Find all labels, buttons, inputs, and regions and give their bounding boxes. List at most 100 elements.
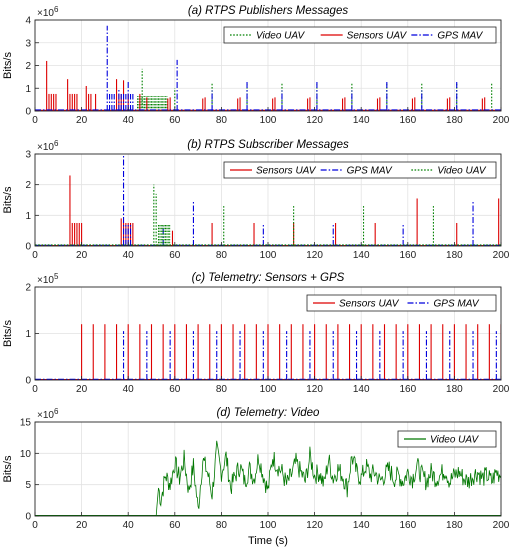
y-tick-label: 10 <box>20 449 32 460</box>
legend-label: Sensors UAV <box>347 31 408 42</box>
x-tick-label: 160 <box>399 115 416 126</box>
y-axis-label: Bits/s <box>2 186 14 213</box>
y-tick-label: 1 <box>25 329 31 340</box>
x-tick-label: 140 <box>353 520 370 531</box>
y-multiplier-exponent: 5 <box>54 272 59 281</box>
x-tick-label: 200 <box>493 520 510 531</box>
plot-area <box>35 25 501 111</box>
x-tick-label: 60 <box>169 384 181 395</box>
x-tick-label: 20 <box>76 384 88 395</box>
y-multiplier-exponent: 6 <box>54 5 59 14</box>
x-tick-label: 80 <box>216 115 228 126</box>
x-tick-label: 40 <box>123 115 135 126</box>
y-tick-label: 3 <box>25 150 31 161</box>
x-tick-label: 20 <box>76 520 88 531</box>
y-multiplier-base: ×10 <box>37 410 54 421</box>
legend-label: GPS MAV <box>347 166 393 177</box>
x-tick-label: 160 <box>399 250 416 261</box>
panel-d: 0 20 40 60 80 100 120 140 160 180 200 0 5 10 15 ×106 (d)… <box>2 407 510 547</box>
x-tick-label: 60 <box>169 250 181 261</box>
y-multiplier-base: ×10 <box>37 142 54 153</box>
x-tick-label: 60 <box>169 115 181 126</box>
panel-title: (c) Telemetry: Sensors + GPS <box>192 272 345 284</box>
x-tick-label: 0 <box>32 384 38 395</box>
y-tick-label: 0 <box>25 512 31 523</box>
x-tick-label: 140 <box>353 115 370 126</box>
x-tick-label: 160 <box>399 520 416 531</box>
x-tick-label: 20 <box>76 115 88 126</box>
legend-box <box>306 294 497 312</box>
y-tick-label: 1 <box>25 84 31 95</box>
legend-label: Sensors UAV <box>256 166 317 177</box>
series-gps-mav <box>35 331 501 380</box>
y-tick-label: 3 <box>25 38 31 49</box>
legend: Sensors UAV GPS MAV <box>306 294 497 312</box>
legend-label: Video UAV <box>437 166 487 177</box>
legend-box <box>223 161 497 179</box>
panel-b: 0 20 40 60 80 100 120 140 160 180 200 0 1 2 3 ×106 (b) R… <box>2 139 510 261</box>
y-multiplier-exponent: 6 <box>54 139 59 148</box>
x-tick-label: 0 <box>32 250 38 261</box>
x-tick-label: 80 <box>216 250 228 261</box>
legend-label: Video UAV <box>256 31 306 42</box>
plot-area <box>35 324 501 380</box>
x-tick-label: 180 <box>446 520 463 531</box>
y-tick-label: 15 <box>20 418 32 429</box>
x-tick-label: 140 <box>353 250 370 261</box>
data-trace <box>35 440 501 516</box>
legend-label: GPS MAV <box>437 31 483 42</box>
x-tick-label: 40 <box>123 520 135 531</box>
y-tick-label: 2 <box>25 180 31 191</box>
legend: Video UAV Sensors UAV GPS MAV <box>223 26 497 44</box>
y-tick-label: 4 <box>25 16 31 27</box>
x-tick-label: 80 <box>216 384 228 395</box>
y-axis-label: Bits/s <box>2 52 14 79</box>
x-tick-label: 200 <box>493 115 510 126</box>
legend: Sensors UAV GPS MAV Video UAV <box>223 161 497 179</box>
x-tick-label: 100 <box>260 115 277 126</box>
series-video-uav <box>35 184 501 246</box>
x-axis-label: Time (s) <box>248 535 288 547</box>
legend-box <box>223 26 497 44</box>
y-multiplier: ×106 <box>37 139 59 153</box>
x-tick-label: 200 <box>493 250 510 261</box>
legend-label: Video UAV <box>430 435 480 446</box>
y-tick-label: 2 <box>25 283 31 294</box>
x-tick-label: 100 <box>260 520 277 531</box>
x-tick-label: 20 <box>76 250 88 261</box>
x-tick-label: 100 <box>260 384 277 395</box>
panel-title: (d) Telemetry: Video <box>217 407 321 419</box>
x-tick-label: 180 <box>446 384 463 395</box>
y-multiplier-base: ×10 <box>37 275 54 286</box>
x-tick-label: 120 <box>306 250 323 261</box>
series-sensors-uav <box>35 324 501 380</box>
x-tick-label: 40 <box>123 250 135 261</box>
x-tick-label: 0 <box>32 520 38 531</box>
legend-label: GPS MAV <box>434 299 480 310</box>
x-tick-label: 160 <box>399 384 416 395</box>
y-multiplier-base: ×10 <box>37 8 54 19</box>
legend-box <box>397 430 497 448</box>
legend-label: Sensors UAV <box>339 299 400 310</box>
y-multiplier: ×106 <box>37 407 59 421</box>
x-tick-label: 180 <box>446 250 463 261</box>
x-tick-label: 120 <box>306 115 323 126</box>
y-tick-label: 5 <box>25 480 31 491</box>
x-tick-label: 80 <box>216 520 228 531</box>
x-tick-label: 200 <box>493 384 510 395</box>
x-tick-label: 0 <box>32 115 38 126</box>
y-tick-label: 1 <box>25 211 31 222</box>
x-tick-label: 180 <box>446 115 463 126</box>
panel-title: (a) RTPS Publishers Messages <box>188 5 348 17</box>
panel-title: (b) RTPS Subscriber Messages <box>187 139 349 151</box>
x-tick-label: 140 <box>353 384 370 395</box>
y-multiplier: ×105 <box>37 272 59 286</box>
x-tick-label: 100 <box>260 250 277 261</box>
legend: Video UAV <box>397 430 497 448</box>
y-multiplier: ×106 <box>37 5 59 19</box>
y-tick-label: 2 <box>25 61 31 72</box>
x-tick-label: 120 <box>306 520 323 531</box>
y-multiplier-exponent: 6 <box>54 407 59 416</box>
panel-c: 0 20 40 60 80 100 120 140 160 180 200 0 1 2 ×105 (c) Te… <box>2 272 510 395</box>
